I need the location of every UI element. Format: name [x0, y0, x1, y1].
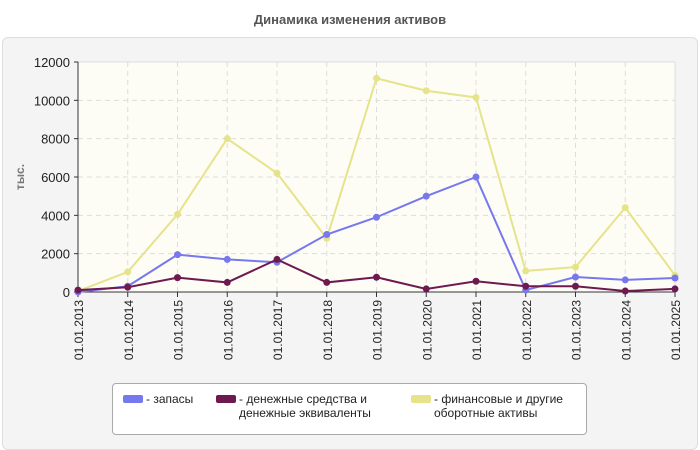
data-point [174, 251, 181, 259]
data-point [621, 287, 629, 295]
x-tick-label: 01.01.2021 [470, 300, 484, 360]
data-point [174, 210, 181, 218]
data-point [223, 135, 231, 143]
y-tick-label: 10000 [34, 93, 70, 108]
y-tick-label: 4000 [41, 208, 70, 223]
data-point [671, 274, 679, 282]
x-tick-label: 01.01.2013 [72, 300, 86, 360]
data-point [671, 285, 679, 293]
x-tick-label: 01.01.2014 [122, 300, 136, 360]
x-tick-label: 01.01.2018 [321, 300, 335, 360]
data-point [472, 93, 480, 101]
legend-label: - запасы [146, 392, 194, 406]
data-point [422, 285, 430, 293]
data-point [472, 277, 480, 285]
x-tick-label: 01.01.2019 [371, 300, 385, 360]
data-point [124, 283, 132, 291]
data-point [273, 255, 281, 263]
data-point [323, 231, 331, 238]
y-tick-label: 8000 [41, 132, 70, 147]
data-point [223, 255, 231, 263]
data-point [422, 87, 430, 95]
legend-item-cash: - денежные средства и денежные эквивалент… [216, 392, 371, 420]
legend-swatch [411, 395, 431, 403]
x-tick-label: 01.01.2025 [669, 300, 683, 360]
data-point [572, 282, 579, 290]
data-point [124, 268, 132, 276]
data-point [323, 278, 331, 286]
data-point [422, 192, 430, 200]
data-point [373, 213, 380, 221]
data-point [621, 204, 629, 212]
series-1 [74, 255, 679, 295]
legend-item-stocks: - запасы [123, 392, 193, 406]
legend-swatch [216, 395, 236, 403]
y-axis-label: тыс. [13, 164, 27, 190]
data-point [373, 273, 380, 281]
y-tick-label: 2000 [41, 247, 70, 262]
y-tick-label: 6000 [41, 170, 70, 185]
x-tick-label: 01.01.2023 [570, 300, 584, 360]
data-point [472, 173, 480, 181]
x-tick-label: 01.01.2015 [172, 300, 186, 360]
series-2 [74, 74, 679, 295]
x-tick-label: 01.01.2016 [221, 300, 235, 360]
data-point [572, 263, 579, 271]
data-point [373, 74, 380, 82]
data-point [572, 273, 579, 281]
legend-swatch [123, 395, 143, 403]
data-point [522, 282, 530, 290]
data-point [273, 169, 281, 177]
data-point [223, 278, 231, 286]
x-tick-label: 01.01.2017 [271, 300, 285, 360]
data-point [522, 267, 530, 275]
x-tick-label: 01.01.2020 [420, 300, 434, 360]
y-tick-label: 12000 [34, 55, 70, 70]
y-tick-label: 0 [63, 285, 70, 300]
data-point [74, 286, 82, 294]
data-point [621, 276, 629, 284]
chart-title: Динамика изменения активов [253, 12, 447, 27]
x-tick-label: 01.01.2022 [520, 300, 534, 360]
x-tick-label: 01.01.2024 [619, 300, 633, 360]
legend-label: - денежные средства и денежные эквивалент… [239, 392, 371, 420]
legend: - запасы - денежные средства и денежные э… [112, 383, 587, 435]
data-point [174, 274, 181, 282]
legend-label: - финансовые и другие оборотные активы [434, 392, 563, 420]
legend-item-financial: - финансовые и другие оборотные активы [411, 392, 563, 420]
